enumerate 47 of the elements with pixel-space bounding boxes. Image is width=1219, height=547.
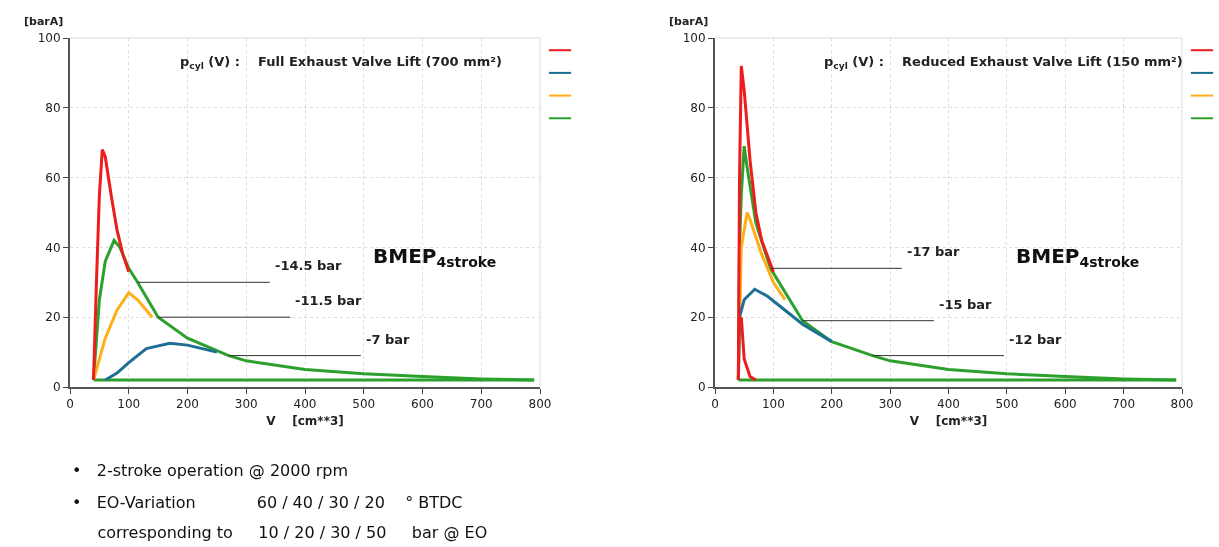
annotation: -17 bar [907, 244, 961, 259]
x-tick-label: 100 [117, 397, 141, 412]
y-tick-label: 40 [690, 240, 706, 255]
y-tick-label: 60 [690, 170, 706, 185]
annotation: -14.5 bar [275, 258, 343, 273]
x-tick-label: 200 [820, 397, 844, 412]
x-tick-label: 400 [293, 397, 317, 412]
x-tick-label: 500 [995, 397, 1019, 412]
y-tick-label: 80 [45, 101, 61, 115]
text: corresponding to 10 / 20 / 30 / 50 bar @ EO [72, 523, 488, 542]
x-tick-label: 100 [761, 397, 785, 412]
y-tick-label: 100 [682, 31, 706, 46]
y-tick-label: 100 [37, 31, 61, 46]
x-tick-label: 800 [528, 397, 552, 412]
y-axis-title: [barA] [669, 15, 709, 28]
y-tick-label: 0 [52, 380, 61, 395]
x-tick-label: 500 [352, 397, 376, 412]
annotation: BMEP$_{4stroke}$ [1016, 244, 1140, 271]
text: p$_{cyl}$ (V) : Reduced Exhaust Valve Lift (150 mm²) [824, 54, 1183, 71]
x-tick-label: 600 [411, 397, 434, 412]
x-tick-label: 700 [469, 397, 493, 412]
x-tick-label: 700 [1112, 397, 1136, 412]
text: • 2-stroke operation @ 2000 rpm [72, 461, 349, 480]
x-axis-title: V [cm**3] [909, 413, 988, 428]
x-axis-title: V [cm**3] [266, 413, 344, 428]
annotation: BMEP$_{4stroke}$ [373, 244, 497, 271]
y-tick-label: 60 [45, 170, 61, 185]
annotation: -12 bar [1009, 332, 1063, 347]
y-tick-label: 80 [690, 101, 706, 115]
text: p$_{cyl}$ (V) : Full Exhaust Valve Lift (700 mm²) [180, 54, 502, 71]
y-tick-label: 40 [45, 240, 61, 255]
y-tick-label: 0 [697, 380, 706, 395]
annotation: -15 bar [939, 297, 993, 312]
y-tick-label: 20 [45, 310, 61, 325]
x-tick-label: 300 [878, 397, 902, 412]
text: • EO-Variation 60 / 40 / 30 / 20 ° BTDC [72, 493, 463, 512]
x-tick-label: 0 [711, 397, 719, 412]
y-axis-title: [barA] [24, 15, 64, 28]
annotation: -11.5 bar [295, 293, 363, 308]
x-tick-label: 800 [1170, 397, 1194, 412]
y-tick-label: 20 [690, 310, 706, 325]
x-tick-label: 200 [176, 397, 199, 412]
x-tick-label: 0 [66, 397, 74, 412]
annotation: -7 bar [366, 332, 411, 347]
x-tick-label: 400 [937, 397, 960, 412]
x-tick-label: 300 [234, 397, 258, 412]
x-tick-label: 600 [1053, 397, 1077, 412]
